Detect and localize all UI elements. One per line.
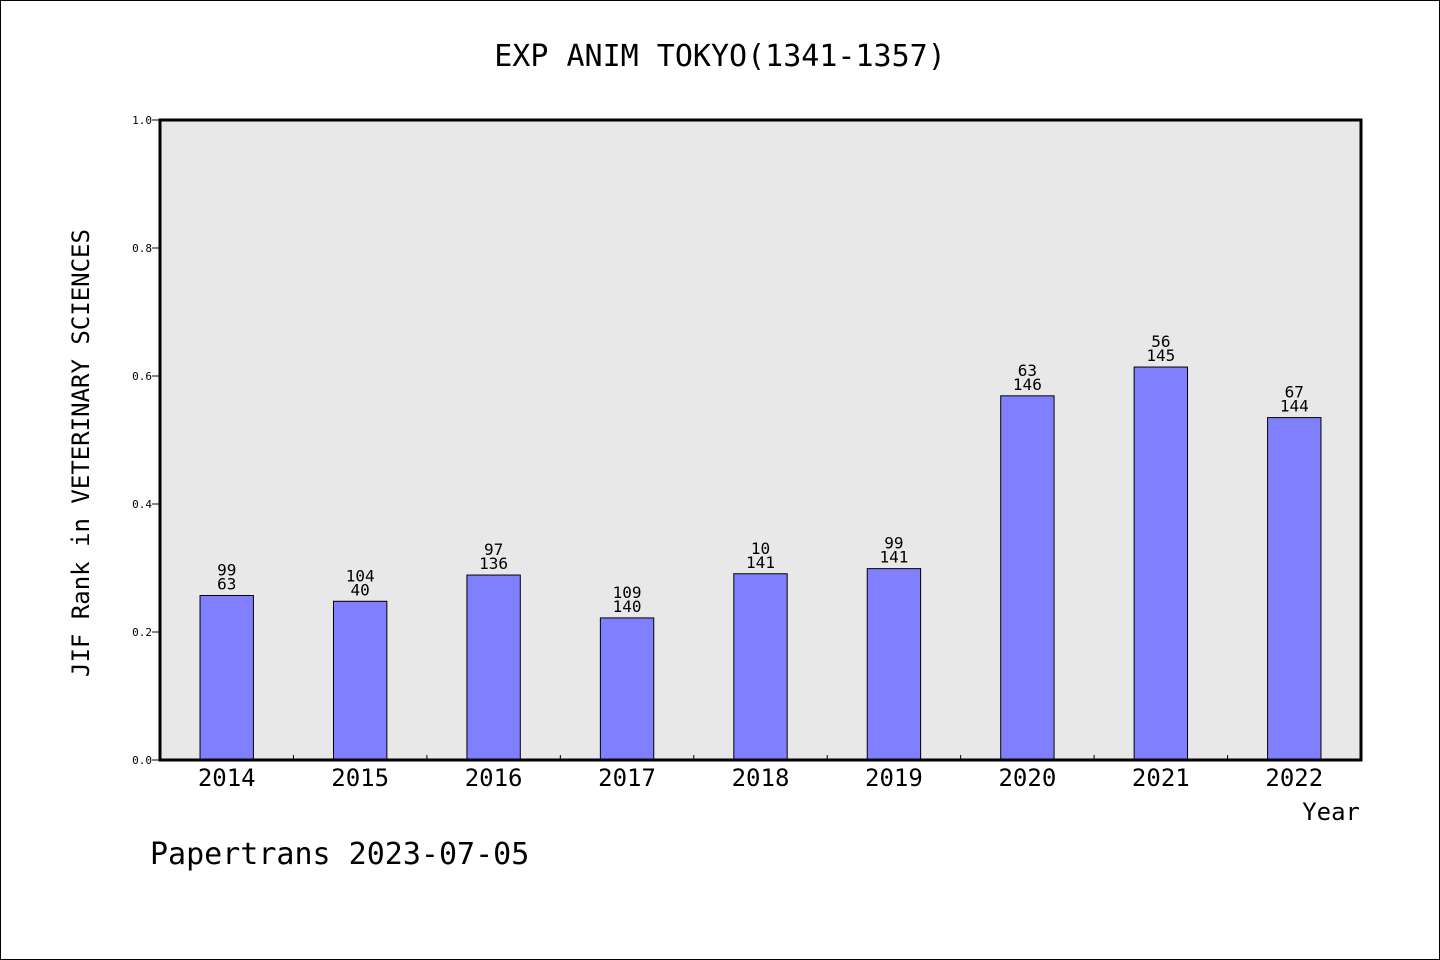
bar-label-bottom-2017: 140 — [613, 597, 642, 616]
bar-label-bottom-2015: 40 — [351, 580, 370, 599]
bar-2014 — [199, 595, 254, 761]
plot-border — [158, 118, 1363, 762]
bar-2015 — [332, 600, 388, 761]
y-tick-label: 0.0 — [132, 754, 152, 767]
y-tick-label: 0.2 — [132, 626, 152, 639]
bar-2016 — [466, 574, 521, 761]
bar-label-top-2020: 63 — [1018, 361, 1037, 380]
bar-2019 — [866, 568, 922, 761]
bar-2021 — [1133, 366, 1189, 761]
bar-label-bottom-2020: 146 — [1013, 375, 1042, 394]
x-tick-label-2016: 2016 — [465, 764, 523, 792]
x-tick-label-2018: 2018 — [732, 764, 790, 792]
bar-label-top-2018: 10 — [751, 539, 770, 558]
bars-group — [199, 366, 1322, 761]
bar-label-bottom-2021: 145 — [1146, 346, 1175, 365]
bar-label-bottom-2018: 141 — [746, 553, 775, 572]
bar-label-top-2016: 97 — [484, 540, 503, 559]
bar-label-bottom-2016: 136 — [479, 554, 508, 573]
bar-label-top-2015: 104 — [346, 566, 375, 585]
bar-label-top-2022: 67 — [1285, 383, 1304, 402]
bar-label-top-2014: 99 — [217, 561, 236, 580]
bar-2020 — [1000, 395, 1055, 761]
y-tick-label: 0.4 — [132, 498, 152, 511]
bar-label-bottom-2019: 141 — [879, 548, 908, 567]
y-axis-ticks: 0.0 0.2 0.4 0.6 0.8 1.0 — [132, 114, 160, 767]
x-tick-label-2021: 2021 — [1132, 764, 1190, 792]
x-tick-label-2022: 2022 — [1265, 764, 1323, 792]
bar-label-top-2019: 99 — [884, 534, 903, 553]
x-tick-label-2014: 2014 — [198, 764, 256, 792]
x-axis-label: Year — [1302, 798, 1360, 826]
bar-label-bottom-2022: 144 — [1280, 397, 1309, 416]
bar-2018 — [733, 573, 788, 761]
x-tick-label-2017: 2017 — [598, 764, 656, 792]
y-tick-label: 1.0 — [132, 114, 152, 127]
x-axis-ticks: 2014 2015 2016 2017 2018 2019 2020 2021 2022 — [198, 755, 1323, 792]
bar-label-top-2021: 56 — [1151, 332, 1170, 351]
bar-2022 — [1267, 417, 1322, 761]
footer-text: Papertrans 2023-07-05 — [150, 837, 529, 872]
y-axis-label: JIF Rank in VETERINARY SCIENCES — [67, 229, 95, 677]
y-tick-label: 0.8 — [132, 242, 152, 255]
bar-label-bottom-2014: 63 — [217, 575, 236, 594]
x-tick-label-2020: 2020 — [998, 764, 1056, 792]
x-tick-label-2015: 2015 — [331, 764, 389, 792]
y-tick-label: 0.6 — [132, 370, 152, 383]
bar-2017 — [599, 617, 655, 761]
chart-title: EXP ANIM TOKYO(1341-1357) — [494, 39, 946, 74]
x-tick-label-2019: 2019 — [865, 764, 923, 792]
bar-label-top-2017: 109 — [613, 583, 642, 602]
